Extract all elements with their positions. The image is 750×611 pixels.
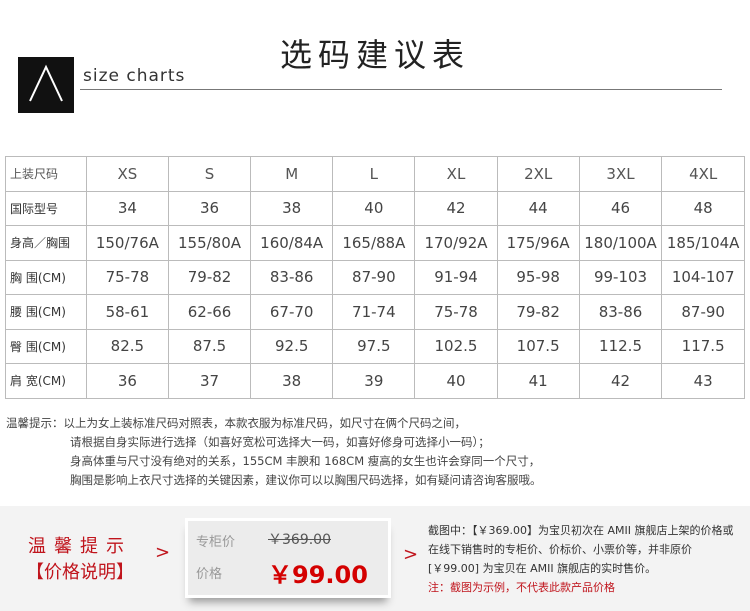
row-label: 腰 围(CM) <box>5 294 87 330</box>
table-cell: 82.5 <box>85 328 169 364</box>
table-cell: 62-66 <box>167 294 252 330</box>
desc-line: 截图中：【￥369.00】为宝贝初次在 AMII 旗舰店上架的价格或在线下销售时… <box>428 524 734 556</box>
desc-line: [￥99.00] 为宝贝在 AMII 旗舰店的实时售价。 <box>428 562 657 575</box>
size-table: 上装尺码 XS S M L XL 2XL 3XL 4XL 国际型号 34 36 38 4… <box>5 156 745 399</box>
table-cell: 175/96A <box>496 225 580 261</box>
tip-title: 温馨提示 <box>28 536 132 557</box>
table-cell: 48 <box>661 190 745 226</box>
divider <box>80 89 722 90</box>
table-row: 肩 宽(CM) 36 37 38 39 40 41 42 43 <box>5 363 745 399</box>
tip-subtitle: 【价格说明】 <box>26 562 134 583</box>
row-label: 肩 宽(CM) <box>5 363 87 399</box>
table-row: 腰 围(CM) 58-61 62-66 67-70 71-74 75-78 79-82 83-… <box>5 294 745 330</box>
table-cell: 107.5 <box>496 328 580 364</box>
table-cell: 79-82 <box>167 259 252 295</box>
header-cell: XL <box>414 156 498 192</box>
table-cell: 97.5 <box>332 328 416 364</box>
table-cell: 79-82 <box>496 294 580 330</box>
table-cell: 58-61 <box>85 294 169 330</box>
page-title: 选码建议表 <box>279 36 470 74</box>
table-cell: 42 <box>414 190 498 226</box>
chevron-right-icon: > <box>403 544 419 565</box>
notes: 温馨提示：以上为女上装标准尺码对照表，本款衣服为标准尺码，如尺寸在俩个尺码之间，… <box>6 414 542 490</box>
header-cell: 4XL <box>661 156 745 192</box>
price-label: 价格 <box>196 567 223 582</box>
row-label: 国际型号 <box>5 190 87 226</box>
table-cell: 75-78 <box>414 294 498 330</box>
table-cell: 39 <box>332 363 416 399</box>
table-cell: 87.5 <box>167 328 252 364</box>
counter-price-label: 专柜价 <box>196 535 236 550</box>
table-cell: 71-74 <box>332 294 416 330</box>
table-cell: 36 <box>167 190 252 226</box>
chevron-right-icon: > <box>155 542 171 563</box>
table-row: 身高／胸围 150/76A 155/80A 160/84A 165/88A 170/92A… <box>5 225 745 261</box>
table-cell: 117.5 <box>661 328 745 364</box>
note-line: 以上为女上装标准尺码对照表，本款衣服为标准尺码，如尺寸在俩个尺码之间， <box>63 416 467 430</box>
header-cell: 2XL <box>496 156 580 192</box>
note-line: 胸围是影响上衣尺寸选择的关键因素，建议你可以以胸围尺码选择，如有疑问请咨询客服哦… <box>70 473 542 487</box>
table-cell: 40 <box>332 190 416 226</box>
counter-price: ￥369.00 <box>268 532 331 548</box>
table-cell: 87-90 <box>332 259 416 295</box>
table-cell: 95-98 <box>496 259 580 295</box>
table-row: 胸 围(CM) 75-78 79-82 83-86 87-90 91-94 95-98 99-… <box>5 259 745 295</box>
note-line: 身高体重与尺寸没有绝对的关系，155CM 丰腴和 168CM 瘦高的女生也许会穿… <box>70 454 541 468</box>
table-cell: 112.5 <box>578 328 663 364</box>
brand-logo <box>18 57 74 113</box>
table-cell: 83-86 <box>578 294 663 330</box>
row-label: 臀 围(CM) <box>5 328 87 364</box>
desc-note: 注：截图为示例，不代表此款产品价格 <box>428 581 615 594</box>
table-cell: 44 <box>496 190 580 226</box>
header-cell: M <box>250 156 334 192</box>
table-cell: 42 <box>578 363 663 399</box>
table-cell: 155/80A <box>167 225 252 261</box>
table-cell: 92.5 <box>250 328 334 364</box>
table-cell: 38 <box>250 190 334 226</box>
row-label: 胸 围(CM) <box>5 259 87 295</box>
table-cell: 99-103 <box>578 259 663 295</box>
table-cell: 36 <box>85 363 169 399</box>
table-cell: 170/92A <box>414 225 498 261</box>
price-info-banner: 温馨提示 【价格说明】 > 专柜价 ￥369.00 价格 ￥99.00 > 截图… <box>0 506 750 611</box>
header-cell: L <box>332 156 416 192</box>
table-cell: 75-78 <box>85 259 169 295</box>
table-cell: 87-90 <box>661 294 745 330</box>
table-cell: 150/76A <box>85 225 169 261</box>
table-row: 国际型号 34 36 38 40 42 44 46 48 <box>5 190 745 226</box>
table-header-row: 上装尺码 XS S M L XL 2XL 3XL 4XL <box>5 156 745 192</box>
table-cell: 160/84A <box>250 225 334 261</box>
size-charts-subtitle: size charts <box>83 66 186 86</box>
table-cell: 34 <box>85 190 169 226</box>
header-cell: S <box>167 156 252 192</box>
table-cell: 185/104A <box>661 225 745 261</box>
table-cell: 91-94 <box>414 259 498 295</box>
table-cell: 67-70 <box>250 294 334 330</box>
price-tip: 温馨提示 【价格说明】 <box>26 534 134 586</box>
header-cell: 上装尺码 <box>5 156 87 192</box>
header-cell: 3XL <box>578 156 663 192</box>
table-cell: 180/100A <box>578 225 663 261</box>
table-cell: 40 <box>414 363 498 399</box>
header-cell: XS <box>85 156 169 192</box>
table-cell: 83-86 <box>250 259 334 295</box>
price-description: 截图中：【￥369.00】为宝贝初次在 AMII 旗舰店上架的价格或在线下销售时… <box>428 521 743 597</box>
table-cell: 46 <box>578 190 663 226</box>
price-card: 专柜价 ￥369.00 价格 ￥99.00 <box>185 518 391 598</box>
row-label: 身高／胸围 <box>5 225 87 261</box>
table-cell: 43 <box>661 363 745 399</box>
notes-label: 温馨提示： <box>6 416 64 430</box>
table-cell: 41 <box>496 363 580 399</box>
table-cell: 165/88A <box>332 225 416 261</box>
table-cell: 104-107 <box>661 259 745 295</box>
table-cell: 38 <box>250 363 334 399</box>
note-line: 请根据自身实际进行选择（如喜好宽松可选择大一码，如喜好修身可选择小一码）； <box>70 435 490 449</box>
current-price: ￥99.00 <box>268 561 368 589</box>
table-cell: 102.5 <box>414 328 498 364</box>
table-cell: 37 <box>167 363 252 399</box>
table-row: 臀 围(CM) 82.5 87.5 92.5 97.5 102.5 107.5 112.5 11… <box>5 328 745 364</box>
